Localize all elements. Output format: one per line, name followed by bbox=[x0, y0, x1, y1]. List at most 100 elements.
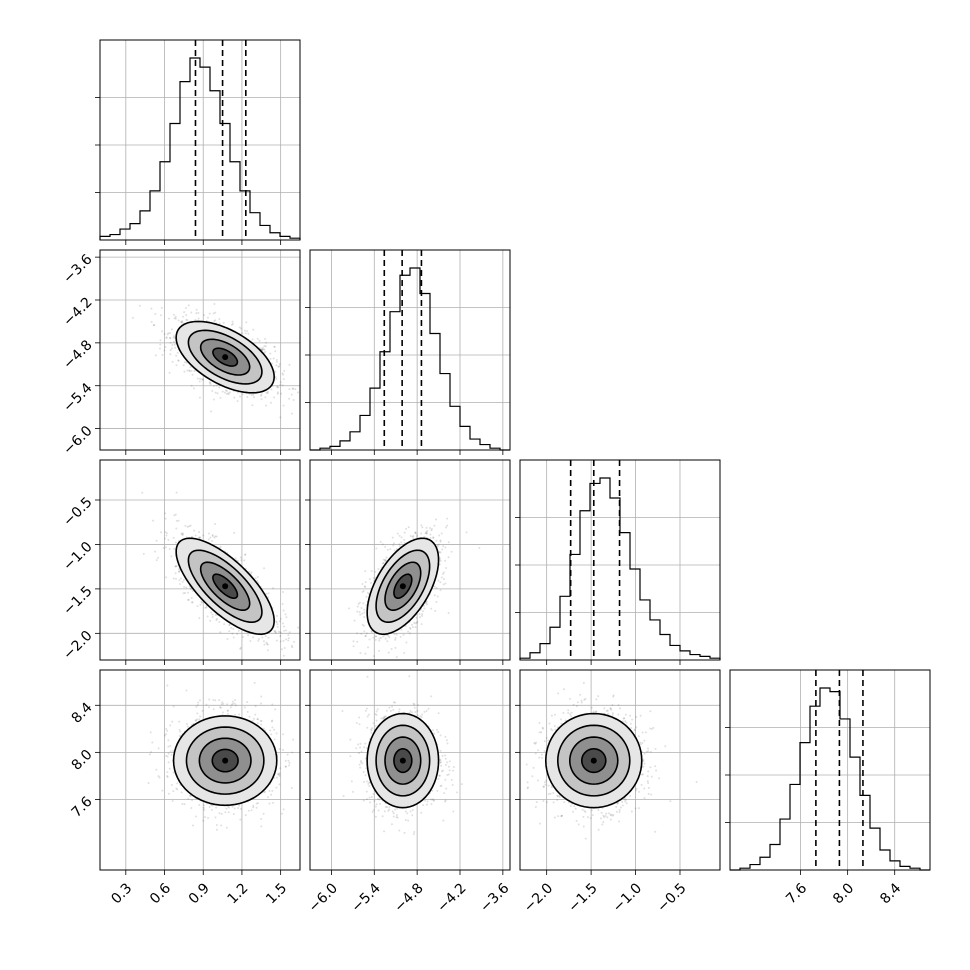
scatter-point bbox=[223, 623, 226, 626]
scatter-point bbox=[288, 397, 291, 400]
scatter-point bbox=[381, 562, 384, 565]
scatter-point bbox=[174, 577, 177, 580]
scatter-point bbox=[237, 629, 240, 632]
scatter-point bbox=[159, 314, 162, 317]
scatter-point bbox=[176, 351, 179, 354]
scatter-point bbox=[175, 491, 178, 494]
scatter-point bbox=[293, 640, 296, 643]
scatter-point bbox=[256, 337, 259, 340]
scatter-point bbox=[275, 360, 278, 363]
scatter-point bbox=[364, 635, 367, 638]
scatter-point bbox=[282, 654, 285, 657]
scatter-point bbox=[164, 517, 167, 520]
scatter-point bbox=[416, 534, 419, 537]
contour-line bbox=[212, 573, 239, 600]
scatter-point bbox=[386, 548, 389, 551]
scatter-point bbox=[385, 559, 388, 562]
scatter-point bbox=[154, 313, 157, 316]
scatter-point bbox=[211, 533, 214, 536]
scatter-point bbox=[208, 381, 211, 384]
scatter-point bbox=[277, 386, 280, 389]
scatter-point bbox=[214, 523, 217, 526]
scatter-point bbox=[265, 404, 268, 407]
scatter-point bbox=[379, 636, 382, 639]
scatter-point bbox=[178, 570, 181, 573]
scatter-point bbox=[258, 339, 261, 342]
scatter-point bbox=[225, 390, 228, 393]
scatter-point bbox=[275, 364, 278, 367]
scatter-point bbox=[193, 529, 196, 532]
scatter-point bbox=[411, 623, 414, 626]
joint-content bbox=[147, 681, 295, 831]
scatter-point bbox=[186, 319, 189, 322]
scatter-point bbox=[174, 541, 177, 544]
scatter-point bbox=[181, 320, 184, 323]
scatter-point bbox=[221, 390, 224, 393]
scatter-point bbox=[392, 544, 395, 547]
scatter-point bbox=[185, 586, 188, 589]
panel-frame bbox=[99, 249, 301, 451]
scatter-point bbox=[282, 622, 285, 625]
scatter-point bbox=[403, 541, 406, 544]
scatter-point bbox=[277, 365, 280, 368]
scatter-point bbox=[382, 561, 385, 564]
scatter-point bbox=[432, 537, 435, 540]
scatter-point bbox=[191, 373, 194, 376]
scatter-point bbox=[439, 559, 442, 562]
density-peak bbox=[222, 354, 229, 361]
scatter-point bbox=[165, 337, 168, 340]
scatter-point bbox=[288, 631, 291, 634]
scatter-point bbox=[282, 639, 285, 642]
scatter-point bbox=[378, 637, 381, 640]
scatter-point bbox=[424, 532, 427, 535]
scatter-point bbox=[276, 386, 279, 389]
scatter-point bbox=[170, 555, 173, 558]
scatter-point bbox=[275, 631, 278, 634]
scatter-point bbox=[372, 577, 375, 580]
scatter-point bbox=[201, 378, 204, 381]
scatter-point bbox=[280, 648, 283, 651]
scatter-point bbox=[425, 532, 428, 535]
scatter-point bbox=[415, 616, 418, 619]
scatter-point bbox=[420, 623, 423, 626]
scatter-point bbox=[290, 644, 293, 647]
scatter-point bbox=[199, 603, 202, 606]
scatter-point bbox=[391, 536, 394, 539]
scatter-point bbox=[244, 554, 247, 557]
scatter-point bbox=[256, 575, 259, 578]
panel-frame bbox=[99, 459, 301, 661]
scatter-point bbox=[181, 533, 184, 536]
scatter-point bbox=[233, 396, 236, 399]
scatter-point bbox=[207, 538, 210, 541]
scatter-point bbox=[183, 591, 186, 594]
scatter-point bbox=[279, 631, 282, 634]
scatter-point bbox=[261, 636, 264, 639]
scatter-point bbox=[281, 384, 284, 387]
scatter-point bbox=[228, 391, 231, 394]
scatter-point bbox=[364, 581, 367, 584]
scatter-point bbox=[422, 610, 425, 613]
scatter-point bbox=[387, 634, 390, 637]
scatter-point bbox=[153, 324, 156, 327]
scatter-point bbox=[177, 319, 180, 322]
scatter-point bbox=[189, 588, 192, 591]
scatter-point bbox=[266, 649, 269, 652]
scatter-point bbox=[178, 568, 181, 571]
scatter-point bbox=[364, 585, 367, 588]
contour-line bbox=[375, 549, 431, 623]
scatter-point bbox=[442, 545, 445, 548]
scatter-point bbox=[216, 392, 219, 395]
scatter-point bbox=[265, 592, 268, 595]
scatter-point bbox=[233, 531, 236, 534]
scatter-point bbox=[264, 396, 267, 399]
scatter-point bbox=[364, 652, 367, 655]
scatter-point bbox=[359, 651, 362, 654]
scatter-point bbox=[361, 623, 364, 626]
scatter-point bbox=[262, 640, 265, 643]
scatter-point bbox=[264, 337, 267, 340]
scatter-point bbox=[425, 532, 428, 535]
scatter-point bbox=[423, 535, 426, 538]
scatter-point bbox=[225, 392, 228, 395]
scatter-point bbox=[404, 625, 407, 628]
scatter-point bbox=[182, 315, 185, 318]
